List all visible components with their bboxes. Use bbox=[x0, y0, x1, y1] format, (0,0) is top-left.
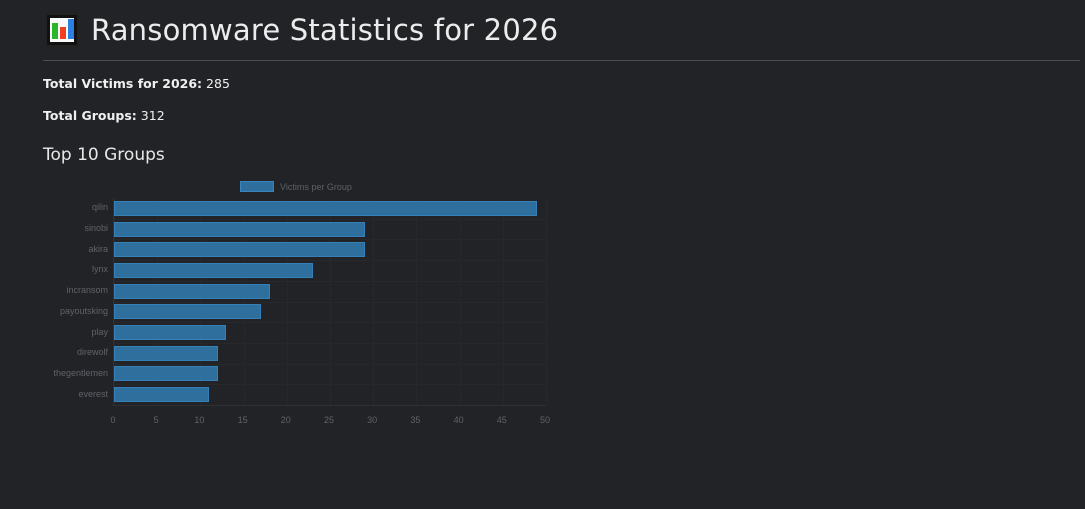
section-title: Top 10 Groups bbox=[43, 145, 165, 165]
gridline bbox=[114, 280, 546, 282]
page: Ransomware Statistics for 2026 bbox=[0, 0, 1085, 61]
total-groups-value: 312 bbox=[140, 108, 165, 123]
bar-chart-icon bbox=[45, 13, 79, 47]
x-tick-label: 45 bbox=[496, 415, 507, 425]
bar-everest[interactable] bbox=[114, 387, 210, 403]
y-category-label: everest bbox=[78, 388, 108, 399]
y-category-label: lynx bbox=[91, 264, 108, 275]
gridline bbox=[114, 260, 546, 262]
gridline bbox=[114, 384, 546, 386]
bar-play[interactable] bbox=[114, 325, 227, 341]
y-category-label: thegentlemen bbox=[53, 367, 108, 378]
gridline bbox=[114, 218, 546, 220]
gridline bbox=[114, 239, 546, 241]
gridline bbox=[114, 301, 546, 303]
total-groups-label: Total Groups: bbox=[43, 108, 137, 123]
y-category-label: sinobi bbox=[84, 223, 108, 234]
y-category-label: direwolf bbox=[76, 347, 108, 358]
bar-sinobi[interactable] bbox=[114, 221, 365, 237]
gridline bbox=[546, 198, 547, 405]
x-tick-label: 0 bbox=[110, 415, 116, 425]
plot-area bbox=[113, 198, 547, 406]
total-victims-label: Total Victims for 2026: bbox=[43, 76, 203, 91]
total-groups-stat: Total Groups: 312 bbox=[43, 108, 165, 123]
y-category-label: qilin bbox=[91, 202, 108, 213]
x-tick-label: 30 bbox=[367, 415, 378, 425]
x-tick-label: 10 bbox=[194, 415, 205, 425]
bar-payoutsking[interactable] bbox=[114, 304, 261, 320]
gridline bbox=[114, 342, 546, 344]
page-header: Ransomware Statistics for 2026 bbox=[43, 0, 1080, 61]
bar-thegentlemen[interactable] bbox=[114, 366, 218, 382]
legend-label: Victims per Group bbox=[280, 181, 352, 192]
x-tick-label: 15 bbox=[237, 415, 248, 425]
top-groups-chart: Victims per Group 0 5 10 15 20 25 30 35 40 45 50 qi… bbox=[40, 175, 560, 430]
y-category-label: payoutsking bbox=[59, 305, 108, 316]
page-title: Ransomware Statistics for 2026 bbox=[91, 13, 559, 47]
total-victims-value: 285 bbox=[206, 76, 230, 91]
bar-qilin[interactable] bbox=[114, 200, 538, 216]
x-tick-label: 40 bbox=[453, 415, 464, 425]
y-category-label: akira bbox=[88, 243, 108, 254]
x-tick-label: 5 bbox=[153, 415, 159, 425]
x-tick-label: 50 bbox=[539, 415, 551, 425]
y-category-label: play bbox=[91, 326, 108, 337]
bar-direwolf[interactable] bbox=[114, 345, 218, 361]
x-tick-label: 35 bbox=[410, 415, 421, 425]
total-victims-stat: Total Victims for 2026: 285 bbox=[43, 76, 230, 91]
bar-lynx[interactable] bbox=[114, 262, 313, 278]
gridline bbox=[114, 363, 546, 365]
gridline bbox=[114, 322, 546, 324]
legend-swatch bbox=[240, 181, 274, 192]
y-category-label: incransom bbox=[66, 285, 108, 296]
chart-legend[interactable]: Victims per Group bbox=[240, 181, 352, 192]
x-tick-label: 20 bbox=[280, 415, 291, 425]
bar-incransom[interactable] bbox=[114, 283, 270, 299]
x-tick-label: 25 bbox=[323, 415, 335, 425]
bar-akira[interactable] bbox=[114, 242, 365, 258]
